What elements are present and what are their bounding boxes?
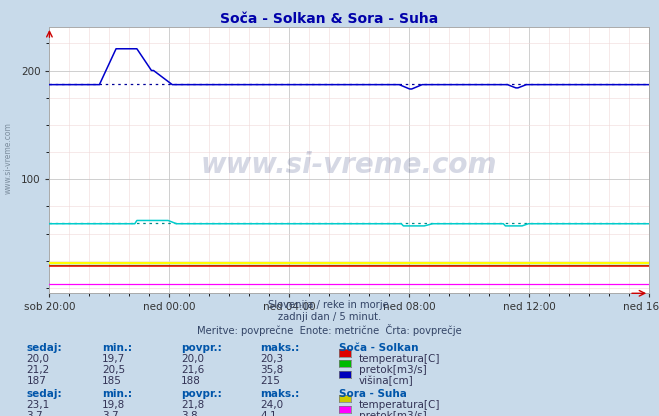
Text: 185: 185 [102, 376, 122, 386]
Text: pretok[m3/s]: pretok[m3/s] [359, 365, 427, 375]
Text: Soča - Solkan & Sora - Suha: Soča - Solkan & Sora - Suha [220, 12, 439, 26]
Text: 20,3: 20,3 [260, 354, 283, 364]
Text: Sora - Suha: Sora - Suha [339, 389, 407, 399]
Text: pretok[m3/s]: pretok[m3/s] [359, 411, 427, 416]
Text: 19,8: 19,8 [102, 400, 125, 410]
Text: Meritve: povprečne  Enote: metrične  Črta: povprečje: Meritve: povprečne Enote: metrične Črta:… [197, 324, 462, 336]
Text: 3,7: 3,7 [26, 411, 43, 416]
Text: 215: 215 [260, 376, 280, 386]
Text: 24,0: 24,0 [260, 400, 283, 410]
Text: 35,8: 35,8 [260, 365, 283, 375]
Text: maks.:: maks.: [260, 343, 300, 353]
Text: 3,7: 3,7 [102, 411, 119, 416]
Text: 21,2: 21,2 [26, 365, 49, 375]
Text: 20,0: 20,0 [181, 354, 204, 364]
Text: www.si-vreme.com: www.si-vreme.com [201, 151, 498, 179]
Text: povpr.:: povpr.: [181, 389, 222, 399]
Text: 20,5: 20,5 [102, 365, 125, 375]
Text: maks.:: maks.: [260, 389, 300, 399]
Text: min.:: min.: [102, 343, 132, 353]
Text: Soča - Solkan: Soča - Solkan [339, 343, 419, 353]
Text: višina[cm]: višina[cm] [359, 376, 414, 386]
Text: temperatura[C]: temperatura[C] [359, 354, 441, 364]
Text: 188: 188 [181, 376, 201, 386]
Text: 187: 187 [26, 376, 46, 386]
Text: 23,1: 23,1 [26, 400, 49, 410]
Text: min.:: min.: [102, 389, 132, 399]
Text: povpr.:: povpr.: [181, 343, 222, 353]
Text: 19,7: 19,7 [102, 354, 125, 364]
Text: Slovenija / reke in morje.: Slovenija / reke in morje. [268, 300, 391, 310]
Text: www.si-vreme.com: www.si-vreme.com [4, 122, 13, 194]
Text: 21,8: 21,8 [181, 400, 204, 410]
Text: 21,6: 21,6 [181, 365, 204, 375]
Text: 20,0: 20,0 [26, 354, 49, 364]
Text: zadnji dan / 5 minut.: zadnji dan / 5 minut. [278, 312, 381, 322]
Text: sedaj:: sedaj: [26, 389, 62, 399]
Text: temperatura[C]: temperatura[C] [359, 400, 441, 410]
Text: 3,8: 3,8 [181, 411, 198, 416]
Text: sedaj:: sedaj: [26, 343, 62, 353]
Text: 4,1: 4,1 [260, 411, 277, 416]
